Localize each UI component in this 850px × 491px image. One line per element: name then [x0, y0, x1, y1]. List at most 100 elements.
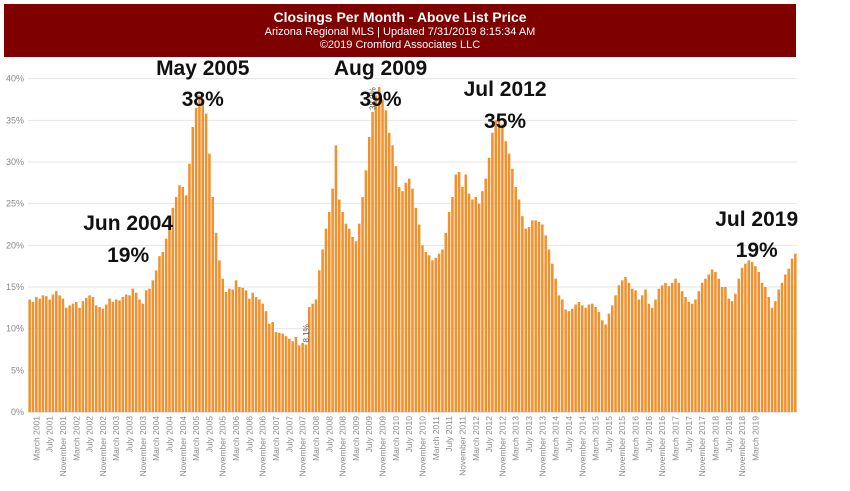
bar: [667, 286, 671, 412]
x-tick-label: July 2008: [324, 416, 334, 453]
bar: [527, 227, 531, 412]
bar: [624, 277, 627, 412]
bar: [377, 87, 381, 412]
bar: [494, 120, 497, 412]
bar: [620, 280, 624, 412]
bar: [321, 249, 324, 412]
bar: [660, 285, 664, 412]
chart-title-banner: Closings Per Month - Above List Price Ar…: [4, 4, 796, 57]
bar: [91, 297, 95, 412]
bar: [650, 307, 654, 412]
bar: [787, 268, 790, 412]
bar: [441, 249, 444, 412]
bar: [564, 309, 567, 412]
x-tick-label: March 2001: [31, 416, 41, 461]
bar: [324, 228, 328, 412]
bar: [35, 297, 38, 412]
bar: [437, 253, 441, 412]
bar: [600, 320, 604, 412]
bar: [431, 260, 434, 412]
bar: [524, 228, 527, 412]
bar: [587, 304, 591, 412]
x-tick-label: March 2010: [391, 416, 401, 461]
bar: [521, 216, 524, 412]
x-tick-label: March 2015: [591, 416, 601, 461]
x-tick-label: March 2006: [231, 416, 241, 461]
annotation-date: Aug 2009: [334, 57, 427, 80]
bar: [258, 299, 261, 412]
bar: [251, 292, 254, 412]
bar: [461, 187, 464, 412]
bar: [334, 145, 338, 413]
bar: [174, 197, 178, 412]
x-tick-label: March 2013: [511, 416, 521, 461]
y-tick-label: 10%: [6, 324, 24, 334]
x-tick-label: March 2012: [471, 416, 481, 461]
bar: [274, 332, 278, 412]
bar: [491, 132, 494, 413]
x-tick-label: November 2013: [537, 416, 547, 477]
x-tick-label: November 2001: [58, 416, 68, 477]
bar: [181, 187, 185, 412]
x-tick-label: July 2014: [564, 416, 574, 453]
bar: [108, 298, 111, 412]
bar: [607, 313, 611, 412]
bar: [680, 291, 684, 412]
bar: [198, 95, 201, 412]
data-label: 38.9%: [369, 87, 378, 110]
bar: [444, 232, 448, 412]
bar: [341, 212, 344, 412]
x-tick-label: July 2004: [164, 416, 174, 453]
annotation-value: 19%: [736, 239, 778, 262]
bar: [744, 263, 747, 412]
bar: [704, 278, 707, 412]
bar: [777, 289, 780, 412]
x-tick-label: March 2014: [551, 416, 561, 461]
bar: [55, 291, 58, 412]
x-tick-label: November 2003: [138, 416, 148, 477]
bar: [111, 302, 115, 412]
x-tick-label: March 2003: [111, 416, 121, 461]
bar: [591, 303, 594, 412]
bar: [234, 280, 238, 412]
x-tick-label: July 2006: [244, 416, 254, 453]
x-tick-label: March 2011: [431, 416, 441, 461]
bar: [224, 292, 228, 412]
bar: [511, 168, 514, 412]
bar: [477, 203, 481, 412]
bar: [184, 195, 188, 412]
bar: [331, 188, 334, 412]
x-tick-label: July 2017: [684, 416, 694, 453]
data-label: 8.1%: [302, 324, 311, 342]
bar: [311, 303, 314, 412]
bar: [567, 311, 571, 412]
bar: [347, 228, 351, 412]
bar: [121, 297, 125, 412]
bar: [750, 262, 754, 412]
bar: [630, 288, 634, 412]
x-tick-label: March 2017: [670, 416, 680, 461]
bar: [291, 341, 294, 412]
y-tick-label: 40%: [6, 74, 24, 84]
bar: [211, 197, 215, 412]
bar: [374, 95, 378, 412]
bar: [241, 287, 244, 412]
bar: [264, 311, 268, 412]
bar: [51, 294, 55, 412]
bar: [401, 191, 404, 412]
bar: [168, 224, 171, 412]
bar: [161, 252, 165, 412]
bar: [577, 302, 581, 412]
bar: [677, 282, 681, 412]
bar: [727, 298, 731, 412]
bar: [301, 342, 304, 412]
bar: [131, 288, 135, 412]
bar: [794, 253, 797, 412]
bar: [354, 241, 358, 412]
bar: [228, 288, 231, 412]
x-tick-label: March 2019: [750, 416, 760, 461]
bar: [238, 287, 241, 412]
y-tick-label: 5%: [11, 365, 24, 375]
bar: [71, 303, 75, 412]
